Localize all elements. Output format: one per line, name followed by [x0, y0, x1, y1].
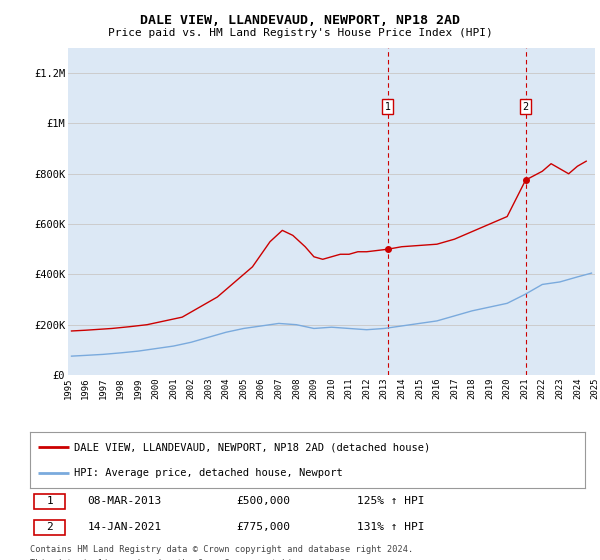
FancyBboxPatch shape	[34, 493, 65, 508]
Text: This data is licensed under the Open Government Licence v3.0.: This data is licensed under the Open Gov…	[30, 559, 350, 560]
Text: DALE VIEW, LLANDEVAUD, NEWPORT, NP18 2AD (detached house): DALE VIEW, LLANDEVAUD, NEWPORT, NP18 2AD…	[74, 442, 431, 452]
Text: Price paid vs. HM Land Registry's House Price Index (HPI): Price paid vs. HM Land Registry's House …	[107, 28, 493, 38]
Text: £500,000: £500,000	[236, 496, 290, 506]
Text: 2: 2	[523, 102, 529, 112]
Text: 131% ↑ HPI: 131% ↑ HPI	[357, 522, 425, 532]
Text: DALE VIEW, LLANDEVAUD, NEWPORT, NP18 2AD: DALE VIEW, LLANDEVAUD, NEWPORT, NP18 2AD	[140, 14, 460, 27]
Text: 14-JAN-2021: 14-JAN-2021	[87, 522, 161, 532]
Text: 08-MAR-2013: 08-MAR-2013	[87, 496, 161, 506]
Text: HPI: Average price, detached house, Newport: HPI: Average price, detached house, Newp…	[74, 468, 343, 478]
Text: 125% ↑ HPI: 125% ↑ HPI	[357, 496, 425, 506]
Text: 2: 2	[46, 522, 53, 532]
Text: £775,000: £775,000	[236, 522, 290, 532]
Text: 1: 1	[385, 102, 391, 112]
Text: Contains HM Land Registry data © Crown copyright and database right 2024.: Contains HM Land Registry data © Crown c…	[30, 545, 413, 554]
FancyBboxPatch shape	[34, 520, 65, 534]
Text: 1: 1	[46, 496, 53, 506]
